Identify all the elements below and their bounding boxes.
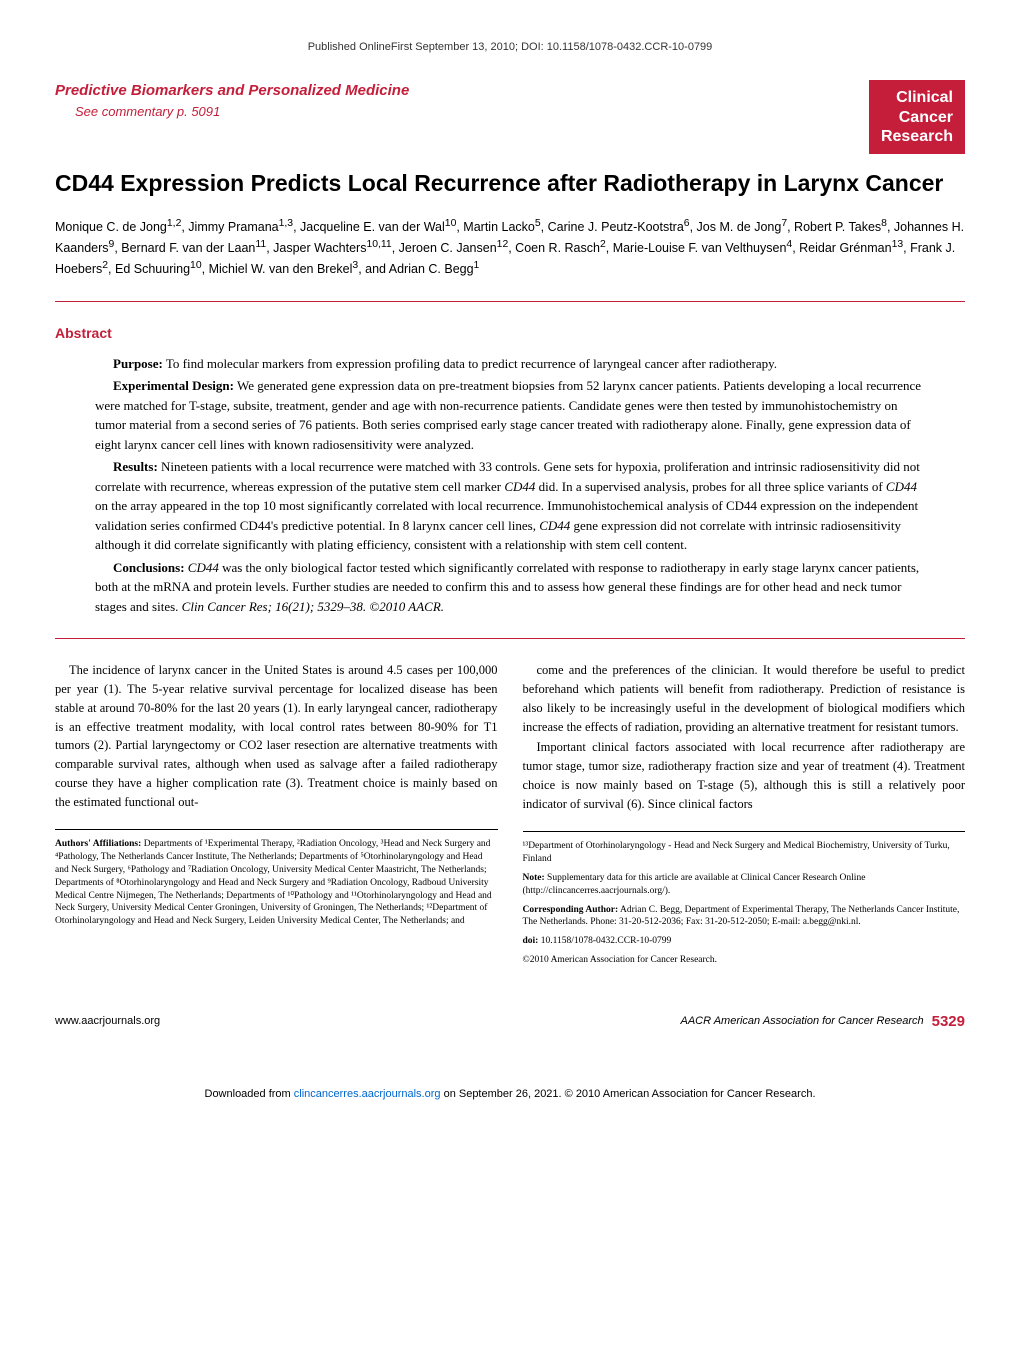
copyright-block: ©2010 American Association for Cancer Re…: [523, 954, 966, 967]
note-label: Note:: [523, 873, 545, 883]
section-label: Predictive Biomarkers and Personalized M…: [55, 80, 409, 101]
doi-label: doi:: [523, 936, 539, 946]
aacr-logo: AACR American Association for Cancer Res…: [681, 1014, 924, 1029]
body-right-p1: come and the preferences of the clinicia…: [523, 661, 966, 736]
affiliations-right: ¹³Department of Otorhinolaryngology - He…: [523, 831, 966, 967]
purpose-text: To find molecular markers from expressio…: [163, 356, 777, 371]
doi-block: doi: 10.1158/1078-0432.CCR-10-0799: [523, 935, 966, 948]
footer-url[interactable]: www.aacrjournals.org: [55, 1014, 160, 1029]
cd44-italic-3: CD44: [539, 518, 570, 533]
affiliations-left: Authors' Affiliations: Departments of ¹E…: [55, 829, 498, 928]
abstract-citation: Clin Cancer Res; 16(21); 5329–38. ©2010 …: [182, 599, 444, 614]
affil-13: ¹³Department of Otorhinolaryngology - He…: [523, 840, 966, 866]
divider-top: [55, 301, 965, 302]
note-text: Supplementary data for this article are …: [523, 873, 866, 896]
conclusions-label: Conclusions:: [113, 560, 185, 575]
results-label: Results:: [113, 459, 158, 474]
abstract-purpose: Purpose: To find molecular markers from …: [95, 354, 925, 374]
results-text-b: did. In a supervised analysis, probes fo…: [535, 479, 886, 494]
download-link[interactable]: clincancerres.aacrjournals.org: [294, 1088, 441, 1100]
download-note: Downloaded from clincancerres.aacrjourna…: [0, 1077, 1020, 1112]
journal-badge: Clinical Cancer Research: [869, 80, 965, 154]
page-number: 5329: [932, 1011, 965, 1032]
doi-text: 10.1158/1078-0432.CCR-10-0799: [538, 936, 671, 946]
cd44-italic-2: CD44: [886, 479, 917, 494]
body-left-p1: The incidence of larynx cancer in the Un…: [55, 661, 498, 811]
cd44-italic-1: CD44: [504, 479, 535, 494]
article-title: CD44 Expression Predicts Local Recurrenc…: [55, 169, 965, 198]
body-columns: The incidence of larynx cancer in the Un…: [55, 661, 965, 973]
badge-line-3: Research: [881, 127, 953, 146]
page-footer: www.aacrjournals.org AACR American Assoc…: [55, 1003, 965, 1032]
download-pre: Downloaded from: [205, 1088, 294, 1100]
publication-online-first: Published OnlineFirst September 13, 2010…: [55, 40, 965, 55]
left-column: The incidence of larynx cancer in the Un…: [55, 661, 498, 973]
abstract-design: Experimental Design: We generated gene e…: [95, 376, 925, 454]
note-block: Note: Supplementary data for this articl…: [523, 872, 966, 898]
abstract-conclusions: Conclusions: CD44 was the only biologica…: [95, 558, 925, 617]
affiliations-label: Authors' Affiliations:: [55, 839, 141, 849]
abstract-heading: Abstract: [55, 324, 965, 344]
badge-line-1: Clinical: [881, 88, 953, 107]
badge-line-2: Cancer: [881, 108, 953, 127]
header-row: Predictive Biomarkers and Personalized M…: [55, 80, 965, 154]
right-column: come and the preferences of the clinicia…: [523, 661, 966, 973]
abstract-body: Purpose: To find molecular markers from …: [55, 354, 965, 617]
design-label: Experimental Design:: [113, 378, 234, 393]
affiliations-left-text: Departments of ¹Experimental Therapy, ²R…: [55, 839, 492, 926]
abstract-results: Results: Nineteen patients with a local …: [95, 457, 925, 555]
cd44-italic-4: CD44: [188, 560, 219, 575]
corresponding-label: Corresponding Author:: [523, 905, 619, 915]
divider-bottom: [55, 638, 965, 639]
commentary-link[interactable]: See commentary p. 5091: [75, 103, 409, 121]
author-list: Monique C. de Jong1,2, Jimmy Pramana1,3,…: [55, 216, 965, 279]
purpose-label: Purpose:: [113, 356, 163, 371]
footer-right: AACR American Association for Cancer Res…: [681, 1011, 966, 1032]
corresponding-block: Corresponding Author: Adrian C. Begg, De…: [523, 904, 966, 930]
section-block: Predictive Biomarkers and Personalized M…: [55, 80, 409, 121]
download-post: on September 26, 2021. © 2010 American A…: [441, 1088, 816, 1100]
body-right-p2: Important clinical factors associated wi…: [523, 738, 966, 813]
